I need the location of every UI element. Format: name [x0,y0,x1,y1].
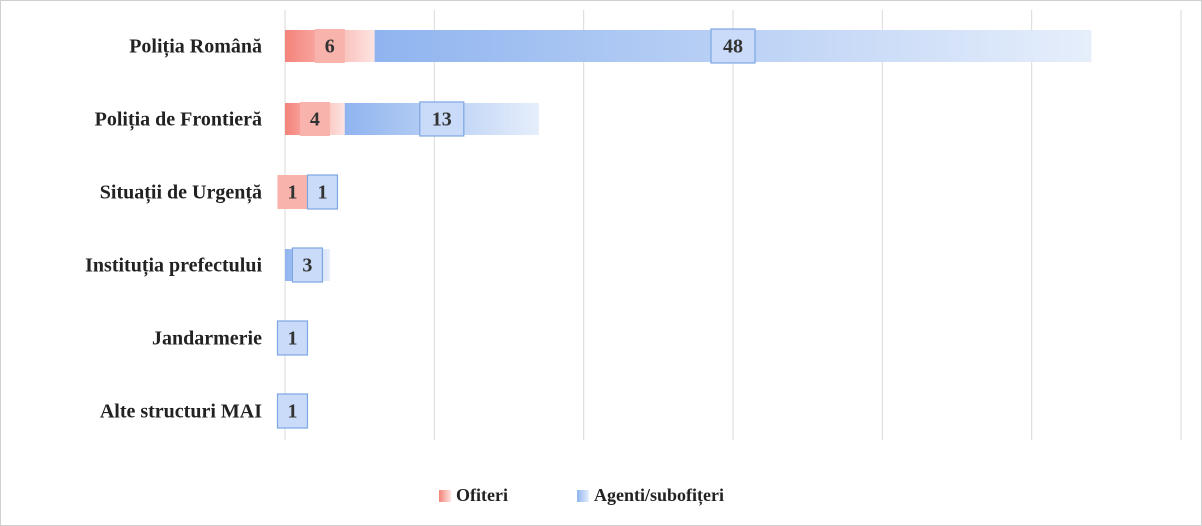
data-label: 1 [287,401,297,423]
data-label-box [291,247,323,283]
category-label: Alte structuri MAI [100,401,262,423]
data-label: 48 [723,36,743,58]
category-label: Poliția de Frontieră [95,109,262,132]
legend-label: Agenti/subofițeri [594,485,724,506]
data-label-box [306,174,339,210]
category-label: Poliția Română [129,36,262,59]
category-label: Jandarmerie [152,328,262,350]
data-label: 4 [310,109,320,131]
data-label: 1 [287,182,297,204]
data-label: 6 [325,36,335,58]
data-label-box [710,28,756,64]
category-label: Instituția prefectului [85,255,262,278]
data-label-box [314,29,345,63]
data-label: 1 [287,328,297,350]
data-label: 3 [302,255,312,277]
data-label-box [277,175,308,209]
legend-label: Ofiteri [456,485,508,505]
data-label-box [276,320,309,356]
legend-swatch [439,490,451,502]
data-label-box [299,102,330,136]
data-label: 13 [432,109,452,131]
data-label-box [276,393,309,429]
category-label: Situații de Urgență [100,182,262,205]
data-label: 1 [317,182,327,204]
legend-swatch [577,490,589,502]
data-label-box [419,101,465,137]
